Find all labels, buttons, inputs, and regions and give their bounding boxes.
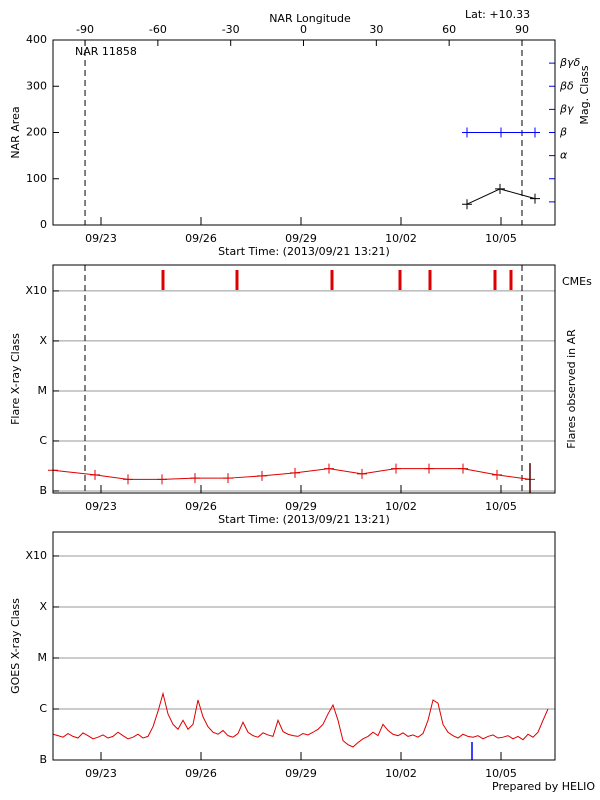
y-axis-label: NAR Area — [9, 106, 22, 158]
plot-frame — [52, 264, 556, 494]
point-marker — [257, 470, 267, 481]
y-axis-label: Flare X-ray Class — [9, 333, 22, 425]
x-tick-label: 10/02 — [385, 500, 417, 513]
y2-axis-label: Flares observed in AR — [565, 329, 578, 449]
y2-tick-label: α — [560, 149, 568, 162]
y-tick-label: 400 — [26, 33, 47, 46]
y-tick-label: 100 — [26, 172, 47, 185]
point-marker — [190, 473, 200, 484]
x-tick-label: 09/29 — [285, 767, 317, 780]
y-tick-label: X10 — [25, 284, 47, 297]
x-axis-label: Start Time: (2013/09/21 13:21) — [218, 513, 390, 526]
x-tick-label: 10/02 — [385, 767, 417, 780]
x-tick-label: 09/23 — [85, 500, 117, 513]
cme-bar — [428, 270, 432, 290]
y-tick-label: M — [38, 384, 48, 397]
y-tick-label: C — [39, 434, 47, 447]
y-tick-label: X — [39, 334, 47, 347]
x-tick-label: 10/05 — [485, 232, 517, 245]
chart-title: NAR 11858 — [75, 45, 137, 58]
cme-bar — [493, 270, 497, 290]
point-marker — [290, 467, 300, 478]
y-axis-label: GOES X-ray Class — [9, 598, 22, 694]
x-tick-label: 09/29 — [285, 232, 317, 245]
point-marker — [530, 127, 540, 138]
plot-frame — [52, 531, 556, 761]
x2-tick-label: -60 — [149, 23, 167, 36]
y2-tick-label: βγδ — [559, 56, 581, 69]
y2-tick-label: β — [559, 126, 567, 139]
point-marker — [462, 127, 472, 138]
x2-tick-label: -30 — [222, 23, 240, 36]
point-marker — [424, 463, 434, 474]
x-tick-label: 09/26 — [185, 767, 217, 780]
point-marker — [391, 463, 401, 474]
cme-label: CMEs — [562, 275, 592, 288]
point-marker — [324, 463, 334, 474]
y-tick-label: 200 — [26, 126, 47, 139]
point-marker — [495, 183, 505, 194]
point-marker — [462, 199, 472, 210]
x-tick-label: 09/26 — [185, 500, 217, 513]
point-marker — [458, 463, 468, 474]
y-tick-label: B — [39, 484, 47, 497]
x-tick-label: 09/23 — [85, 767, 117, 780]
x-tick-label: 09/26 — [185, 232, 217, 245]
y-tick-label: B — [39, 753, 47, 766]
cme-bar — [235, 270, 239, 290]
plot-frame — [52, 39, 556, 226]
y-tick-label: X10 — [25, 549, 47, 562]
x2-tick-label: 60 — [442, 23, 456, 36]
point-marker — [157, 474, 167, 485]
x-tick-label: 10/05 — [485, 767, 517, 780]
y-tick-label: 0 — [40, 218, 47, 231]
x-axis-label: Start Time: (2013/09/21 13:21) — [218, 245, 390, 258]
x-tick-label: 09/29 — [285, 500, 317, 513]
x2-tick-label: 30 — [369, 23, 383, 36]
cme-bar — [509, 270, 513, 290]
series-line — [52, 691, 549, 748]
point-marker — [357, 468, 367, 479]
x-tick-label: 09/23 — [85, 232, 117, 245]
latitude-label: Lat: +10.33 — [465, 8, 530, 21]
y2-tick-label: βδ — [559, 79, 574, 92]
x-tick-label: 10/02 — [385, 232, 417, 245]
x-tick-label: 10/05 — [485, 500, 517, 513]
y-tick-label: C — [39, 702, 47, 715]
y-tick-label: 300 — [26, 79, 47, 92]
point-marker — [223, 473, 233, 484]
point-marker — [530, 193, 540, 204]
x2-tick-label: 90 — [515, 23, 529, 36]
cme-bar — [161, 270, 165, 290]
point-marker — [90, 469, 100, 480]
cme-bar — [398, 270, 402, 290]
x2-tick-label: -90 — [76, 23, 94, 36]
x2-tick-label: 0 — [300, 23, 307, 36]
point-marker — [496, 127, 506, 138]
x2-axis-label: NAR Longitude — [269, 12, 351, 25]
y2-tick-label: βγ — [559, 102, 574, 115]
cme-bar — [330, 270, 334, 290]
y-tick-label: X — [39, 600, 47, 613]
point-marker — [492, 469, 502, 480]
credit: Prepared by HELIO — [492, 780, 595, 793]
y-tick-label: M — [38, 651, 48, 664]
point-marker — [123, 474, 133, 485]
y2-axis-label: Mag. Class — [578, 65, 591, 124]
